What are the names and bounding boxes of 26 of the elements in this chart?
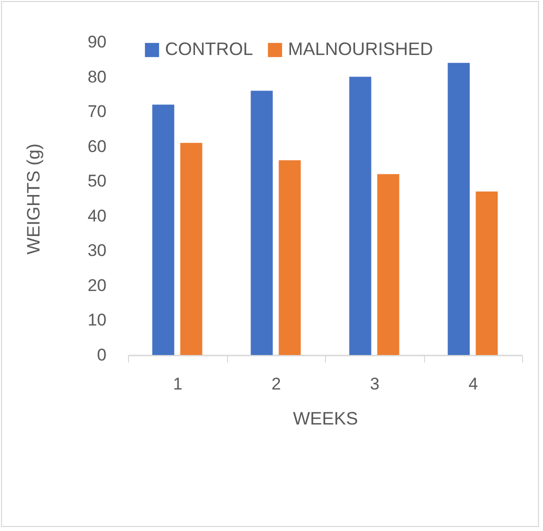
y-tick-label: 80 [88,67,106,86]
bar [377,174,400,355]
bar [180,142,202,355]
bar [278,160,301,355]
legend-label: CONTROL [165,39,254,59]
bar [476,192,498,355]
y-tick-label: 40 [88,206,106,226]
x-tick-label: 2 [272,374,281,394]
y-tick-label: 10 [88,310,106,330]
y-tick-label: 30 [88,241,106,260]
x-axis-title: WEEKS [292,408,358,428]
x-tick-label: 1 [173,374,182,394]
y-tick-label: 60 [88,136,106,156]
y-tick-label: 50 [88,172,106,191]
y-tick-label: 70 [88,102,106,122]
legend-label: MALNOURISHED [288,39,434,59]
y-axis-title: WEIGHTS (g) [24,144,44,254]
bar [250,90,273,355]
x-tick-label: 3 [370,374,380,394]
y-tick-label: 20 [88,276,106,295]
bar [448,62,470,355]
bar [152,104,174,355]
bar [349,76,372,355]
x-tick-label: 4 [468,374,478,394]
y-tick-label: 90 [88,32,106,52]
y-tick-label: 0 [97,346,106,364]
